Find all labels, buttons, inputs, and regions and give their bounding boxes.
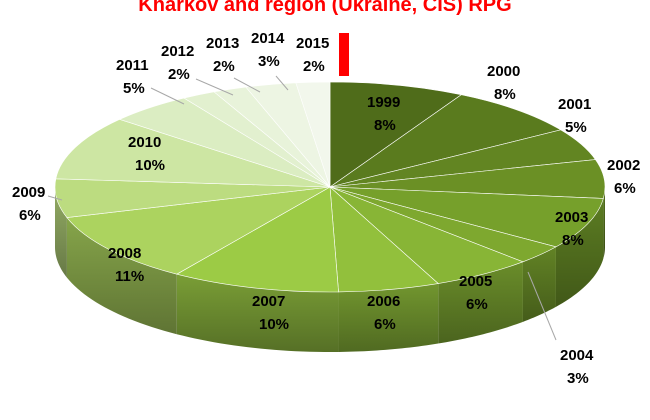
pie-side-2004	[522, 246, 556, 322]
slice-label-2015: 2015	[296, 35, 329, 52]
slice-pct-2003: 8%	[562, 232, 584, 249]
slice-pct-2008: 11%	[115, 268, 144, 285]
slice-label-2003: 2003	[555, 209, 588, 226]
pie-slice-2008	[66, 186, 331, 275]
slice-pct-2009: 6%	[19, 207, 41, 224]
slice-pct-2005: 6%	[466, 296, 488, 313]
slice-label-1999: 1999	[367, 94, 400, 111]
slice-label-2010: 2010	[128, 134, 161, 151]
pie-tops	[54, 81, 606, 293]
slice-pct-2015: 2%	[303, 58, 325, 75]
pie-slice-2007	[175, 186, 339, 293]
leader-line-2013	[233, 77, 261, 93]
pie-slice-2003	[329, 186, 604, 248]
leader-line-2014	[275, 75, 289, 91]
slice-label-2009: 2009	[12, 184, 45, 201]
slice-label-2002: 2002	[607, 157, 640, 174]
slice-label-2012: 2012	[161, 43, 194, 60]
slice-pct-2006: 6%	[374, 316, 396, 333]
pie-side-2003	[555, 198, 604, 307]
slice-pct-2001: 5%	[565, 119, 587, 136]
slice-pct-2004: 3%	[567, 370, 589, 387]
pie-slice-2010	[55, 119, 331, 188]
slice-pct-2014: 3%	[258, 53, 280, 70]
slice-label-2008: 2008	[108, 245, 141, 262]
slice-label-2000: 2000	[487, 63, 520, 80]
slice-pct-2007: 10%	[259, 316, 289, 333]
leader-line-2012	[195, 78, 234, 96]
pie-slice-2000	[329, 94, 562, 188]
leader-line-2009	[47, 195, 63, 201]
leader-line-2004	[527, 271, 557, 341]
leader-line-2011	[150, 87, 185, 105]
slice-pct-2011: 5%	[123, 80, 145, 97]
slice-pct-1999: 8%	[374, 117, 396, 134]
pie-side-2006	[338, 283, 439, 352]
slice-label-2013: 2013	[206, 35, 239, 52]
slice-label-2007: 2007	[252, 293, 285, 310]
slice-label-2014: 2014	[251, 30, 285, 47]
pie-side-2008	[66, 217, 177, 335]
pie-slice-2015	[295, 81, 331, 188]
slice-pct-2010: 10%	[135, 157, 165, 174]
pie-side-2002	[603, 187, 605, 259]
pie-side-2007	[176, 274, 339, 352]
chart-title: Kharkov and region (Ukraine, CIS) RPG	[138, 0, 512, 16]
pie-slice-1999	[329, 81, 463, 188]
pie-side-2009	[55, 187, 67, 278]
slice-label-2011: 2011	[116, 57, 149, 74]
slice-pct-2000: 8%	[494, 86, 516, 103]
slice-pct-2002: 6%	[614, 180, 636, 197]
slice-label-2005: 2005	[459, 273, 492, 290]
slice-label-2001: 2001	[558, 96, 591, 113]
pie-leader-lines	[47, 75, 557, 341]
pie-labels: 1999 8% 2000 8% 2001 5% 2002 6% 2003 8% 2004 3% 2005…	[12, 30, 640, 387]
pie-sides	[55, 187, 605, 352]
slice-label-2004: 2004	[560, 347, 594, 364]
title-red-marker	[339, 33, 349, 76]
slice-label-2006: 2006	[367, 293, 400, 310]
pie-side-2005	[438, 261, 523, 344]
slice-pct-2013: 2%	[213, 58, 235, 75]
slice-pct-2012: 2%	[168, 66, 190, 83]
